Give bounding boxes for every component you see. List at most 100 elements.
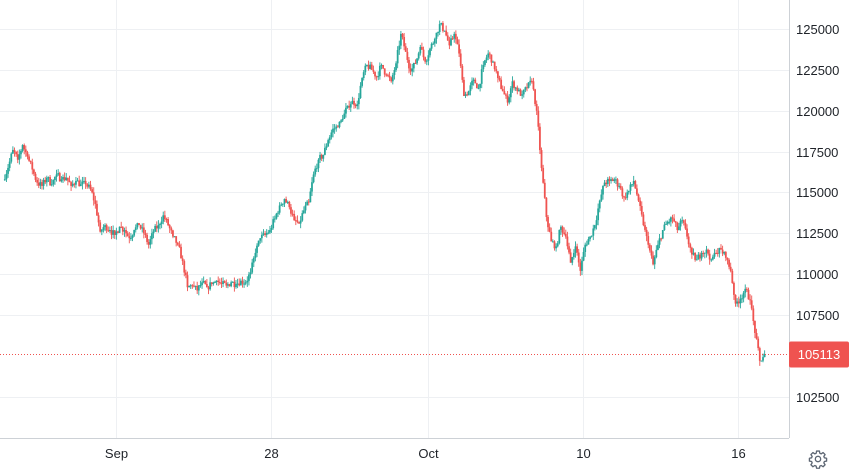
candle-body <box>663 224 666 231</box>
candle-body <box>260 234 263 239</box>
candle-body <box>256 245 258 253</box>
candle-body <box>621 188 624 197</box>
candle-body <box>165 219 168 221</box>
candle-body <box>648 244 651 251</box>
candle-body <box>427 55 430 61</box>
candle-body <box>189 285 192 287</box>
candle-body <box>440 23 443 25</box>
candle-body <box>252 257 255 263</box>
candle-body <box>454 33 457 40</box>
candle-body <box>23 145 26 150</box>
candle-body <box>587 239 590 245</box>
candle-body <box>692 252 695 255</box>
candle-body <box>627 190 630 193</box>
settings-gear-icon[interactable] <box>808 449 828 469</box>
candle-body <box>712 256 714 260</box>
candle-body <box>708 253 711 260</box>
candle-body <box>737 301 740 304</box>
candle-body <box>10 153 13 162</box>
candle-body <box>416 58 418 64</box>
candle-body <box>645 229 648 237</box>
candle-body <box>312 174 315 183</box>
candle-body <box>448 40 451 46</box>
candle-body <box>490 54 493 63</box>
candle-body <box>699 254 701 259</box>
candle-body <box>79 184 82 187</box>
candle-body <box>682 220 685 223</box>
candle-body <box>530 80 533 82</box>
candle-body <box>518 89 520 92</box>
candle-body <box>387 74 389 76</box>
candle-body <box>642 214 645 226</box>
candle-body <box>734 294 737 304</box>
candle-body <box>215 280 218 282</box>
last-price-label: 105113 <box>798 347 840 362</box>
candle-body <box>592 228 595 236</box>
candle-body <box>139 225 142 229</box>
candle-body <box>593 225 596 229</box>
candle-body <box>595 220 598 226</box>
candle-body <box>5 173 8 180</box>
candle-body <box>138 223 140 226</box>
candle-body <box>398 45 401 51</box>
candle-body <box>302 210 305 214</box>
candle-body <box>425 60 428 62</box>
candle-body <box>451 38 454 40</box>
candle-body <box>18 154 21 160</box>
candle-body <box>230 282 233 287</box>
candle-body <box>388 75 391 78</box>
candle-body <box>154 225 157 232</box>
candle-body <box>281 203 284 205</box>
candle-body <box>524 87 527 90</box>
candle-body <box>370 64 373 70</box>
candle-body <box>354 104 357 107</box>
candle-body <box>199 285 202 287</box>
candle-body <box>151 233 153 240</box>
y-tick-label: 110000 <box>796 267 838 282</box>
last-price-tag: 105113 <box>789 341 849 368</box>
candle-body <box>290 207 292 214</box>
candle-body <box>28 156 30 161</box>
candle-body <box>359 85 362 98</box>
candle-body <box>81 181 84 185</box>
candle-body <box>66 177 69 181</box>
candle-body <box>346 105 349 108</box>
candle-body <box>629 184 632 191</box>
candle-body <box>212 282 215 284</box>
candle-body <box>241 280 244 284</box>
candle-body <box>328 137 331 141</box>
candle-body <box>716 252 719 254</box>
candle-body <box>581 260 583 271</box>
candle-body <box>755 332 758 339</box>
candle-body <box>248 274 250 281</box>
candle-body <box>453 33 456 39</box>
candle-body <box>16 154 19 160</box>
candle-body <box>597 208 600 221</box>
candle-body <box>526 87 528 89</box>
candle-body <box>450 38 452 46</box>
candle-body <box>421 46 423 50</box>
candle-body <box>484 60 486 65</box>
candle-body <box>429 48 431 56</box>
candle-body <box>508 97 511 103</box>
candle-body <box>184 272 187 276</box>
candle-body <box>674 221 677 223</box>
candle-body <box>383 68 386 75</box>
candle-body <box>299 220 302 224</box>
candle-body <box>186 275 189 288</box>
candle-body <box>167 219 169 226</box>
candle-body <box>459 53 462 66</box>
candle-body <box>157 225 160 229</box>
candle-body <box>34 173 37 180</box>
candle-body <box>408 59 410 69</box>
candle-body <box>433 38 436 44</box>
candle-body <box>540 150 543 168</box>
candle-body <box>58 173 61 182</box>
candle-body <box>130 238 132 240</box>
candle-body <box>503 91 506 95</box>
candle-body <box>619 185 622 189</box>
candle-body <box>105 225 108 231</box>
candle-body <box>705 249 708 253</box>
candle-body <box>560 226 562 230</box>
